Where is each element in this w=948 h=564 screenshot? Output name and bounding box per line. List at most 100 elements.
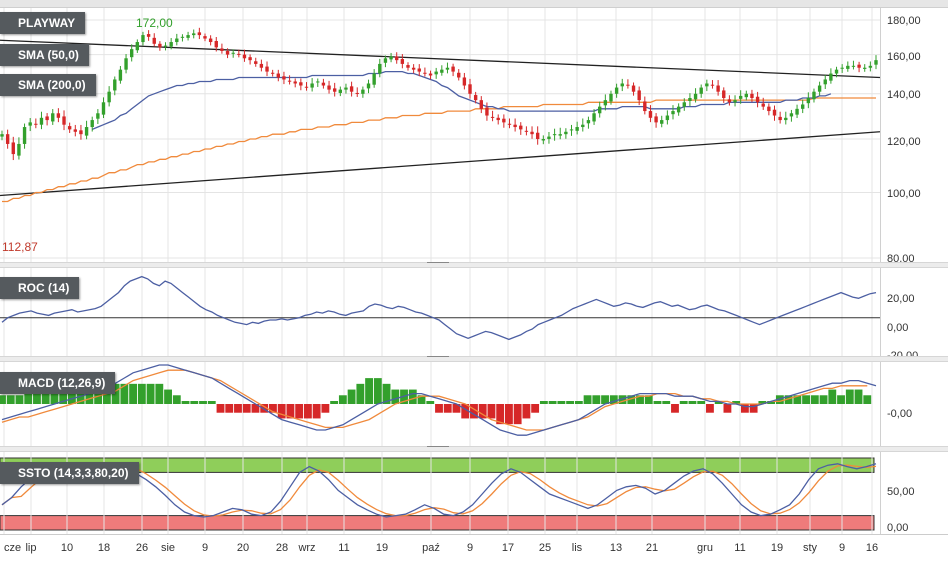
macd-histogram-bar [732,401,741,404]
candle-body [620,83,624,87]
macd-histogram-bar [172,395,181,404]
macd-histogram-bar [837,395,845,404]
macd-histogram-bar [435,404,443,413]
macd-histogram-bar [487,404,496,419]
macd-histogram-bar [802,395,811,404]
candle-body [67,126,72,130]
candle-body [586,120,591,124]
candle-body [270,72,275,74]
macd-panel[interactable]: MACD (12,26,9) [0,362,880,446]
ssto-y-tick: 50,00 [887,486,915,498]
macd-histogram-bar [522,404,531,419]
macd-histogram-bar [767,401,776,404]
macd-histogram-bar [330,401,339,404]
candle-body [417,68,421,72]
x-axis-tick-label: 17 [502,542,514,554]
x-axis-svg: cze lip 10 18 26 sie 9 20 28 wrz 11 19 paź 9 17 25 lis 13… [4,542,878,554]
macd-histogram-bar [303,404,312,419]
oversold-band [0,515,875,531]
candle-body [834,69,839,74]
price-y-axis: 180,00 160,00 140,00 120,00 100,00 80,00 [880,8,948,265]
candle-body [868,65,873,68]
macd-histogram-bar [24,389,33,404]
macd-histogram-bar [41,389,50,404]
macd-histogram-bar [365,378,374,404]
macd-histogram-bar [426,401,435,404]
x-axis-tick-label: sie [161,542,175,554]
candle-body [197,32,202,36]
macd-histogram-bar [496,404,505,425]
macd-histogram-bar [164,389,172,404]
candle-body [457,72,461,78]
candle-body [575,127,579,131]
x-axis-tick-label: 19 [771,542,783,554]
candle-body [141,35,145,43]
ssto-panel[interactable]: SSTO (14,3,3,80,20) [0,452,880,534]
candle-body [107,91,111,103]
candle-body [654,116,658,123]
candle-body [51,113,55,122]
macd-histogram-bar [845,389,854,404]
macd-histogram-bar [513,404,522,425]
candle-body [801,104,805,109]
macd-histogram-bar [338,395,347,404]
ssto-title-tag: SSTO (14,3,3,80,20) [0,462,139,484]
macd-histogram-bar [653,401,662,404]
candle-body [259,63,264,68]
candle-body [829,73,833,81]
macd-histogram-bar [102,389,111,404]
sma50-tag: SMA (50,0) [0,44,89,66]
candle-body [637,90,641,101]
roc-y-axis: 20,00 0,00 -20,00 [880,268,948,362]
candle-body [485,107,489,116]
candle-body [626,84,630,86]
candle-body [722,90,726,99]
candle-body [806,98,811,104]
candle-body [676,106,681,113]
macd-histogram-bar [557,401,566,404]
candle-body [90,120,94,128]
x-axis-tick-label: 10 [61,542,73,554]
candle-body [750,93,754,99]
candle-body [158,43,162,48]
macd-title-tag: MACD (12,26,9) [0,372,116,394]
candle-body [789,113,794,117]
candle-body [434,71,438,75]
macd-histogram-bar [863,395,872,404]
macd-histogram-bar [574,401,583,404]
candle-body [395,56,399,61]
candle-body [581,124,585,128]
macd-histogram-bar [321,404,330,413]
macd-histogram-bar [697,401,706,404]
price-y-tick: 180,00 [887,15,921,27]
candle-body [293,81,297,84]
roc-panel[interactable]: ROC (14) [0,268,880,356]
x-axis-tick-label: lip [25,542,36,554]
macd-y-axis: -0,00 [880,362,948,446]
candle-body [603,100,608,106]
top-toolbar-strip [0,0,948,8]
candle-body [282,76,286,80]
candle-body [558,134,562,136]
price-panel[interactable]: PLAYWAY SMA (50,0) SMA (200,0) 172,00 11… [0,8,881,262]
macd-histogram-bar [461,404,470,419]
candle-body [208,38,213,43]
candle-body [192,33,196,36]
candle-body [795,108,799,115]
candle-body [175,38,179,43]
x-axis-tick-label: 20 [237,542,249,554]
macd-histogram-bar [810,395,819,404]
candle-body [778,116,782,121]
macd-histogram-bar [819,395,828,404]
macd-histogram-bar [286,404,295,419]
candle-body [406,65,410,68]
macd-histogram-bar [470,404,478,419]
macd-histogram-bar [6,395,15,404]
candle-body [519,125,523,130]
candle-body [0,134,4,137]
candle-body [535,132,540,140]
macd-line [1,364,877,436]
macd-histogram-bar [347,389,356,404]
candle-body [299,82,303,86]
candle-body [152,37,156,44]
